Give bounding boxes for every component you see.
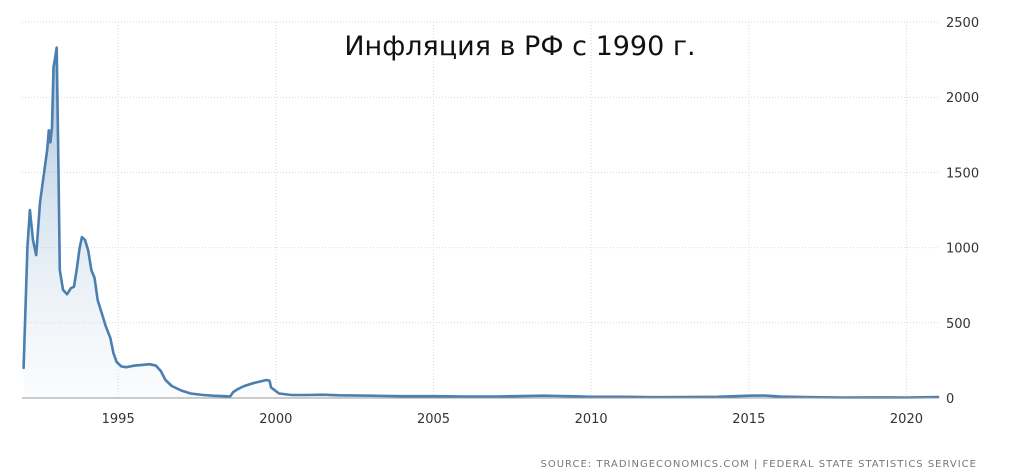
x-tick-label-5: 2020 [890, 412, 923, 427]
x-tick-labels: 1995 2000 2005 2010 2015 2020 [102, 412, 923, 427]
source-note: SOURCE: TRADINGECONOMICS.COM | FEDERAL S… [541, 459, 977, 470]
y-tick-label-1: 500 [946, 317, 971, 332]
y-tick-label-5: 2500 [946, 16, 979, 31]
x-tick-label-3: 2010 [575, 412, 608, 427]
x-tick-label-4: 2015 [732, 412, 765, 427]
y-tick-label-0: 0 [946, 392, 954, 407]
y-tick-label-2: 1000 [946, 242, 979, 257]
series-line [22, 46, 940, 399]
grid-lines [22, 21, 938, 398]
y-tick-label-4: 2000 [946, 91, 979, 106]
y-tick-labels: 0 500 1000 1500 2000 2500 [946, 16, 979, 407]
y-tick-label-3: 1500 [946, 166, 979, 181]
x-tick-label-1: 2000 [259, 412, 292, 427]
x-tick-label-0: 1995 [102, 412, 135, 427]
chart-title: Инфляция в РФ с 1990 г. [344, 31, 695, 62]
series-line-layer [22, 46, 940, 399]
series-area-layer [23, 47, 939, 398]
series-area [23, 47, 939, 398]
x-tick-label-2: 2005 [417, 412, 450, 427]
